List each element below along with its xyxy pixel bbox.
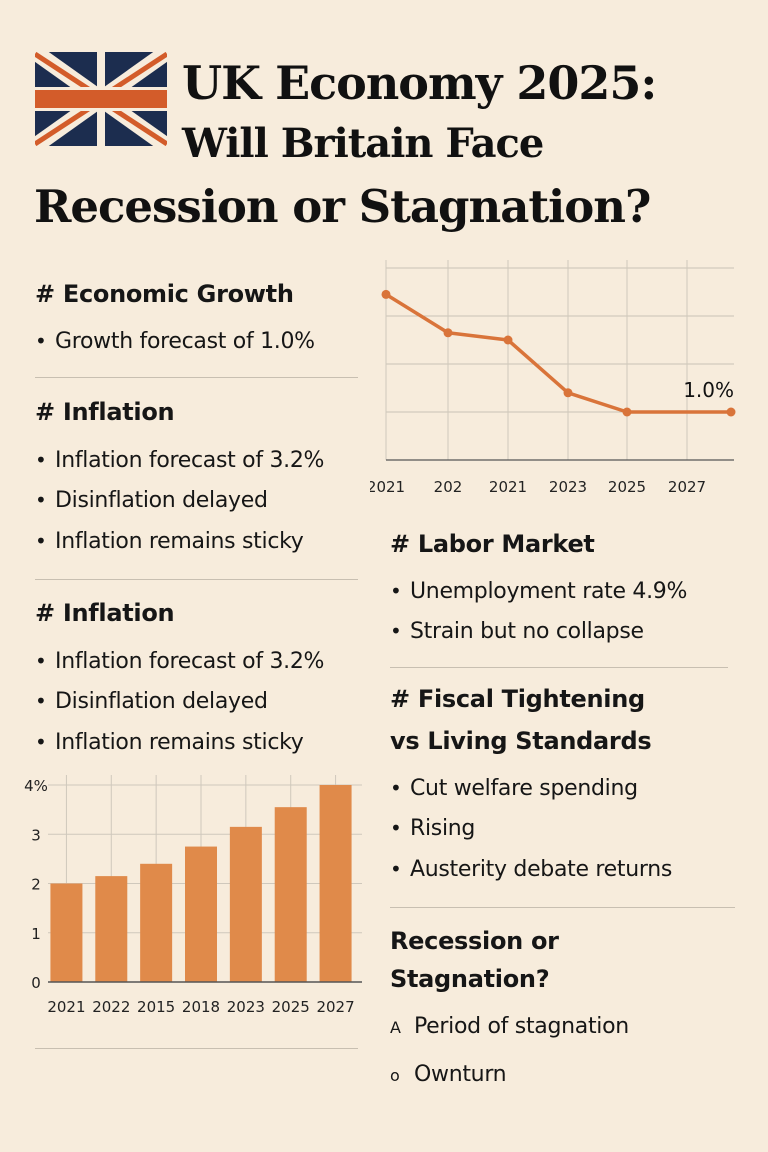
list-item: • Inflation forecast of 3.2%: [35, 448, 325, 473]
list-item: A Period of stagnation: [390, 1014, 629, 1039]
list-item: • Inflation forecast of 3.2%: [35, 649, 325, 674]
list-item: • Austerity debate returns: [390, 857, 673, 882]
data-point: [381, 289, 391, 299]
economic-growth-heading: # Economic Growth: [35, 280, 294, 308]
list-item: • Disinflation delayed: [35, 689, 268, 714]
data-point: [563, 388, 573, 398]
bar: [50, 883, 83, 982]
data-point: [622, 407, 632, 417]
labor-market-heading: # Labor Market: [390, 530, 595, 558]
divider: [35, 1048, 358, 1049]
growth-line-chart: 2021 202 2021 2023 2025 2027 1.0%: [370, 260, 736, 496]
x-tick-label: 2027: [668, 478, 706, 496]
bullet-icon: •: [35, 689, 47, 713]
list-item: • Cut welfare spending: [390, 776, 638, 801]
bullet-icon: •: [35, 730, 47, 754]
outlook-heading-line-2: Stagnation?: [390, 965, 550, 993]
bullet-icon: •: [35, 448, 47, 472]
bullet-icon: •: [35, 649, 47, 673]
bullet-icon: •: [35, 529, 47, 553]
bullet-icon: •: [390, 776, 402, 800]
bar: [140, 863, 173, 982]
x-tick-label: 2027: [316, 998, 354, 1016]
x-tick-label: 2023: [549, 478, 587, 496]
bullet-icon: •: [35, 329, 47, 353]
list-item: • Inflation remains sticky: [35, 529, 304, 554]
bar: [95, 876, 128, 982]
list-item: • Unemployment rate 4.9%: [390, 579, 688, 604]
y-tick-label: 4%: [24, 777, 48, 795]
divider: [35, 377, 358, 378]
x-tick-label: 2025: [608, 478, 646, 496]
list-item: • Strain but no collapse: [390, 619, 644, 644]
inflation-bar-chart: 0 1 2 3 4% 2021 2022 2015 2018 2023 2025 2027: [24, 775, 362, 1016]
y-tick-label: 3: [31, 826, 41, 844]
bar: [185, 846, 217, 982]
x-tick-label: 202: [434, 478, 463, 496]
title-line-1: UK Economy 2025:: [182, 56, 657, 110]
bullet-icon: •: [390, 816, 402, 840]
list-item: • Growth forecast of 1.0%: [35, 329, 315, 354]
x-tick-label: 2021: [47, 998, 85, 1016]
inflation-heading: # Inflation: [35, 398, 175, 426]
x-tick-label: 2018: [182, 998, 220, 1016]
bullet-icon: •: [390, 579, 402, 603]
title-line-3: Recession or Stagnation?: [34, 180, 651, 233]
marker: o: [390, 1066, 400, 1085]
bullet-icon: •: [390, 857, 402, 881]
x-tick-label: 2025: [272, 998, 310, 1016]
x-tick-label: 2021: [370, 478, 405, 496]
data-point: [503, 335, 513, 345]
divider: [390, 667, 728, 668]
bar: [229, 826, 262, 982]
fiscal-heading-line-1: # Fiscal Tightening: [390, 685, 645, 713]
data-point: [443, 328, 453, 338]
x-tick-label: 2023: [227, 998, 265, 1016]
x-tick-label: 2021: [489, 478, 527, 496]
fiscal-heading-line-2: vs Living Standards: [390, 727, 652, 755]
union-jack-flag-icon: [35, 52, 167, 146]
y-tick-label: 2: [31, 876, 41, 894]
y-tick-label: 1: [31, 925, 41, 943]
bar: [274, 807, 307, 982]
marker: A: [390, 1018, 401, 1037]
bullet-icon: •: [390, 619, 402, 643]
outlook-heading-line-1: Recession or: [390, 927, 559, 955]
list-item: • Inflation remains sticky: [35, 730, 304, 755]
list-item: • Disinflation delayed: [35, 488, 268, 513]
list-item: o Ownturn: [390, 1062, 507, 1087]
x-tick-label: 2015: [137, 998, 175, 1016]
bullet-icon: •: [35, 488, 47, 512]
x-tick-label: 2022: [92, 998, 130, 1016]
list-item: • Rising: [390, 816, 476, 841]
inflation-heading-2: # Inflation: [35, 599, 175, 627]
y-tick-label: 0: [31, 974, 41, 992]
divider: [35, 579, 358, 580]
data-point: [726, 407, 736, 417]
bar: [319, 785, 352, 982]
data-label: 1.0%: [683, 378, 734, 402]
divider: [390, 907, 735, 908]
title-line-2: Will Britain Face: [182, 120, 544, 167]
series-line: [385, 292, 731, 414]
